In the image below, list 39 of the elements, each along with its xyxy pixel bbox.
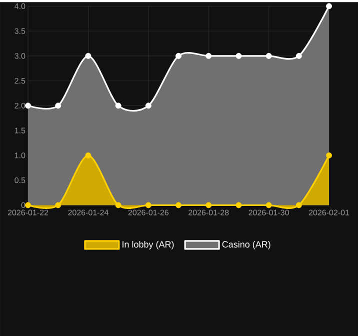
x-tick-label: 2026-02-01 [308,210,350,216]
y-tick-label: 1.0 [14,152,26,158]
point [236,202,242,208]
y-tick-label: 2.0 [14,102,26,108]
point [266,202,272,208]
y-tick-label: 0.5 [14,177,26,184]
y-tick-label: 3.5 [14,28,26,34]
y-tick-label: 0 [21,202,26,208]
y-tick-label: 4.0 [14,3,26,9]
point [326,3,332,10]
y-tick-label: 3.0 [14,53,26,59]
y-tick-label: 1.5 [14,128,26,134]
y-tick-label: 2.5 [14,78,26,84]
point [145,102,152,109]
point [176,202,182,208]
x-tick-label: 2026-01-22 [8,210,48,216]
x-tick-label: 2026-01-30 [248,210,289,216]
point [25,102,32,109]
point [55,202,62,208]
x-tick-label: 2026-01-28 [188,210,229,216]
point [25,202,32,208]
legend-label: Casino (AR) [222,240,270,250]
x-tick-label: 2026-01-26 [128,210,168,216]
point [296,202,302,208]
point [85,152,92,158]
point [145,202,152,208]
point [115,102,122,109]
point [326,152,332,158]
x-tick-label: 2026-01-24 [68,210,108,216]
legend-label: In lobby (AR) [122,240,174,250]
point [176,52,182,59]
point [206,202,212,208]
point [85,52,92,59]
point [206,52,212,59]
point [296,52,302,59]
point [115,202,122,208]
point [236,52,242,59]
point [266,52,272,59]
point [55,102,62,109]
